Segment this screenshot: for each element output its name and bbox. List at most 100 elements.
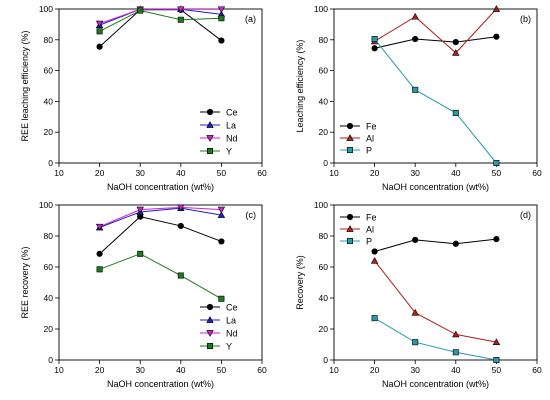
- legend-label: P: [366, 237, 372, 247]
- y-tick-label: 40: [44, 293, 54, 303]
- data-point: [177, 16, 184, 23]
- x-tick-label: 30: [410, 168, 420, 178]
- x-axis-title: NaOH concentration (wt%): [382, 379, 489, 389]
- data-point: [177, 6, 185, 14]
- data-point: [412, 339, 419, 346]
- data-point: [137, 250, 144, 257]
- series-al: [370, 256, 501, 346]
- series-ce: [96, 213, 225, 257]
- x-tick-label: 10: [54, 168, 64, 178]
- y-tick-label: 80: [319, 231, 329, 241]
- y-tick-label: 20: [44, 324, 54, 334]
- data-point: [412, 86, 419, 93]
- legend-marker: [207, 342, 214, 349]
- data-point: [493, 160, 500, 167]
- x-tick-label: 60: [532, 365, 542, 375]
- data-point: [412, 236, 419, 243]
- chart-panel-a: 10 20 30 40 50 60 0 20 40 60 80 100 NaOH concentrati…: [20, 4, 267, 192]
- y-tick-label: 60: [44, 262, 54, 272]
- series-y: [96, 7, 225, 35]
- chart-panel-d: 10 20 30 40 50 60 0 20 40 60 80 100 NaOH concentrati…: [295, 200, 542, 389]
- plot-frame: [333, 204, 538, 361]
- series-line: [374, 317, 497, 361]
- x-tick-label: 30: [135, 365, 145, 375]
- legend-label: Fe: [366, 213, 377, 223]
- panel-label: (b): [520, 14, 531, 24]
- x-tick-label: 40: [176, 365, 186, 375]
- y-tick-label: 60: [319, 262, 329, 272]
- y-axis-title: Recovery (%): [295, 255, 305, 310]
- legend-marker: [346, 122, 354, 130]
- data-point: [95, 223, 104, 231]
- x-tick-label: 50: [492, 168, 502, 178]
- data-point: [371, 45, 378, 52]
- legend: Ce La Nd Y: [200, 303, 238, 352]
- series-line: [99, 10, 222, 32]
- legend-label: Ce: [226, 108, 238, 118]
- legend-marker: [346, 225, 354, 232]
- y-tick-label: 40: [44, 96, 54, 106]
- legend-label: Nd: [226, 134, 238, 144]
- legend-label: Y: [226, 342, 232, 352]
- data-point: [96, 250, 103, 257]
- x-tick-label: 10: [329, 168, 339, 178]
- legend-marker: [346, 213, 354, 221]
- legend-marker: [206, 303, 214, 311]
- series-ce: [96, 6, 225, 50]
- legend-label: Y: [226, 147, 232, 157]
- x-tick-label: 30: [135, 168, 145, 178]
- data-point: [218, 37, 225, 44]
- legend-marker: [207, 148, 214, 155]
- legend-label: Al: [366, 134, 374, 144]
- series-line: [374, 38, 497, 164]
- y-tick-label: 80: [44, 231, 54, 241]
- x-tick-label: 40: [176, 168, 186, 178]
- series-line: [374, 260, 497, 343]
- series-p: [371, 315, 500, 363]
- data-point: [412, 35, 419, 43]
- panel-label: (c): [246, 210, 257, 220]
- y-tick-label: 60: [44, 66, 54, 76]
- y-tick-label: 100: [39, 200, 53, 210]
- x-tick-label: 30: [410, 365, 420, 375]
- series-line: [99, 253, 222, 300]
- data-point: [452, 49, 460, 56]
- data-point: [137, 7, 144, 14]
- y-tick-label: 0: [323, 355, 328, 365]
- series-fe: [371, 33, 500, 52]
- data-point: [492, 5, 501, 12]
- series-line: [374, 238, 497, 252]
- panel-label: (a): [245, 14, 256, 24]
- x-axis-title: NaOH concentration (wt%): [382, 182, 489, 192]
- y-tick-label: 80: [44, 35, 54, 45]
- y-tick-label: 100: [314, 200, 328, 210]
- legend-label: La: [226, 121, 236, 131]
- legend: Ce La Nd Y: [200, 108, 238, 157]
- y-tick-label: 0: [48, 158, 53, 168]
- x-tick-label: 20: [370, 168, 380, 178]
- data-point: [371, 36, 378, 43]
- legend: Fe Al P: [340, 213, 377, 247]
- data-point: [218, 15, 225, 22]
- legend-marker: [346, 238, 353, 245]
- legend: Fe Al P: [340, 122, 377, 156]
- y-axis-title: Leaching efficiency (%): [295, 40, 305, 133]
- legend-label: Al: [366, 225, 374, 235]
- y-tick-label: 20: [319, 127, 329, 137]
- data-point: [217, 6, 226, 14]
- data-point: [452, 109, 459, 116]
- x-tick-label: 50: [217, 168, 227, 178]
- data-point: [96, 266, 103, 273]
- series-line: [99, 206, 222, 228]
- legend-label: P: [366, 146, 372, 156]
- data-point: [371, 315, 378, 322]
- series-line: [374, 36, 497, 49]
- data-point: [218, 238, 225, 245]
- y-tick-label: 40: [319, 293, 329, 303]
- legend-marker: [346, 147, 353, 154]
- series-line: [99, 216, 222, 255]
- legend-marker: [206, 121, 214, 128]
- data-point: [452, 240, 459, 247]
- y-tick-label: 100: [314, 4, 328, 14]
- series-line: [99, 8, 222, 25]
